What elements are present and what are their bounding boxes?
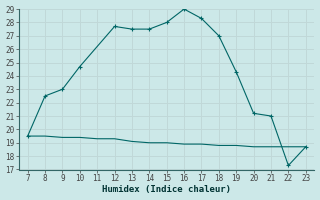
X-axis label: Humidex (Indice chaleur): Humidex (Indice chaleur)	[102, 185, 231, 194]
